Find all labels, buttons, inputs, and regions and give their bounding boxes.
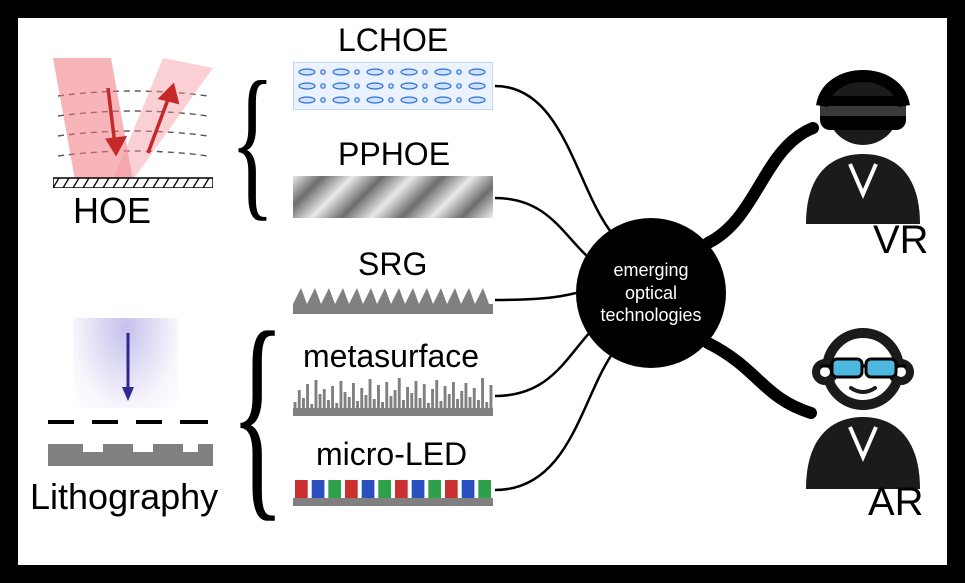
- ar-person-icon: [788, 314, 938, 494]
- figure-panel: { "groups": { "hoe": { "label": "HOE", "…: [18, 18, 947, 565]
- vr-person-icon: [788, 54, 938, 229]
- vr-label: VR: [873, 218, 929, 263]
- ar-label: AR: [868, 480, 924, 525]
